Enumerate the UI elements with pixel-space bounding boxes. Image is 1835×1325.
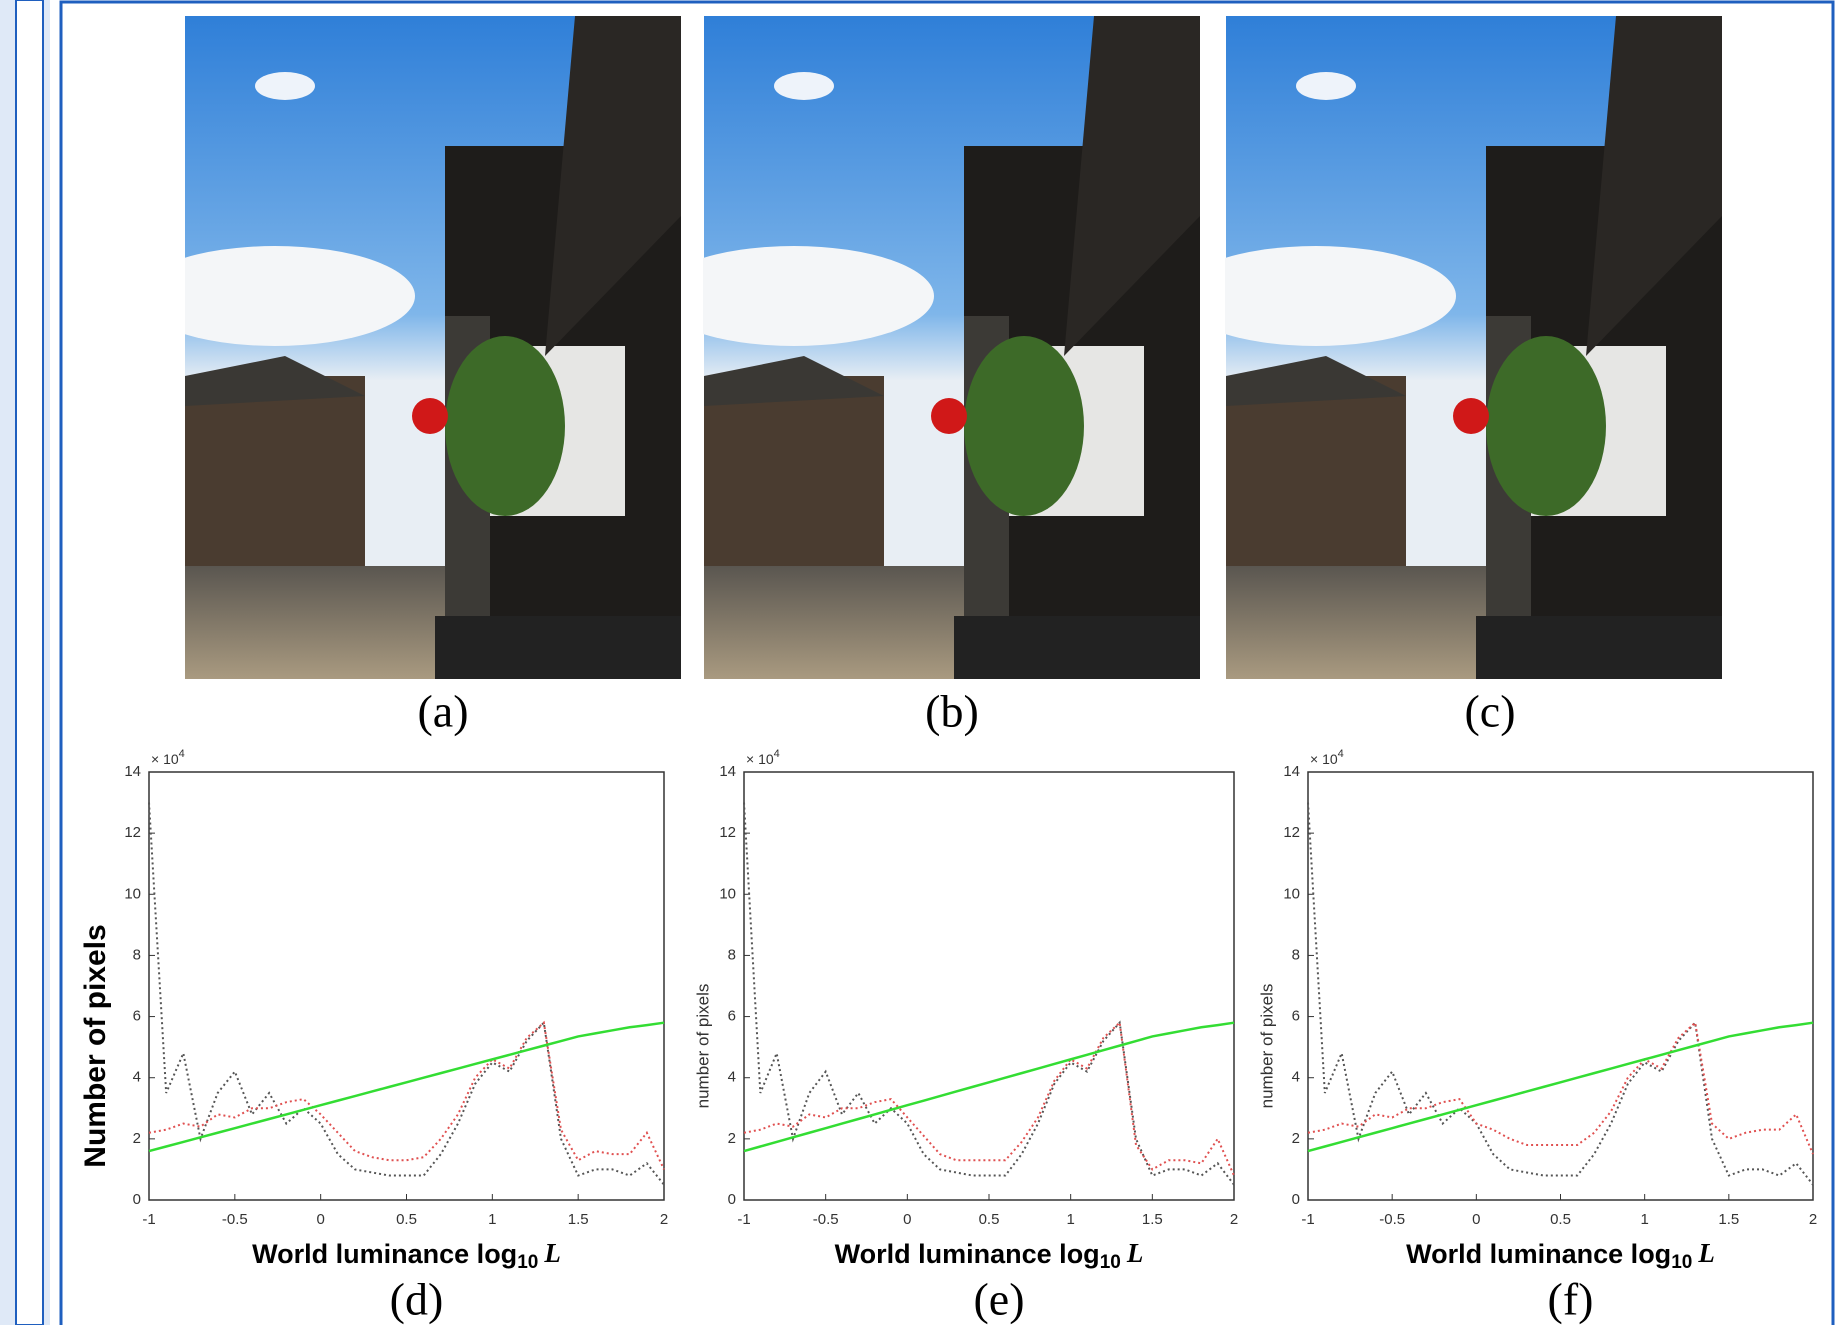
caption: (a) [417, 686, 468, 737]
x-tick-label: -1 [142, 1211, 155, 1228]
y-tick-label: 4 [1292, 1069, 1300, 1086]
x-tick-label: 2 [1809, 1211, 1817, 1228]
multiplier-base: × 10 [151, 751, 179, 767]
x-tick-label: 0.5 [979, 1211, 1000, 1228]
y-tick-label: 6 [728, 1008, 736, 1025]
x-label-text: World luminance log [835, 1239, 1100, 1269]
y-tick-label: 0 [133, 1191, 141, 1208]
y-tick-label: 10 [124, 885, 141, 902]
caption: (c) [1464, 686, 1515, 737]
x-tick-label: 2 [660, 1211, 668, 1228]
y-tick-label: 12 [719, 824, 736, 841]
x-tick-label: -1 [737, 1211, 750, 1228]
x-label-subscript: 10 [517, 1252, 538, 1273]
y-tick-label: 12 [124, 824, 141, 841]
y-tick-label: 14 [124, 763, 141, 780]
photo-c [1176, 16, 1722, 679]
x-tick-label: 1.5 [568, 1211, 589, 1228]
x-label-text: World luminance log [1406, 1239, 1671, 1269]
x-tick-label: 2 [1230, 1211, 1238, 1228]
y-axis-label: Number of pixels [79, 924, 112, 1167]
caption: (e) [973, 1274, 1024, 1325]
x-tick-label: -0.5 [813, 1211, 839, 1228]
y-tick-label: 12 [1283, 824, 1300, 841]
x-tick-label: 0 [903, 1211, 911, 1228]
x-tick-label: 1.5 [1142, 1211, 1163, 1228]
x-label-variable: L [1697, 1238, 1715, 1268]
x-tick-label: 0 [316, 1211, 324, 1228]
y-tick-label: 2 [133, 1130, 141, 1147]
x-tick-label: 1.5 [1718, 1211, 1739, 1228]
y-tick-label: 4 [728, 1069, 736, 1086]
x-tick-label: 1 [1640, 1211, 1648, 1228]
y-tick-label: 6 [1292, 1008, 1300, 1025]
y-tick-label: 8 [1292, 946, 1300, 963]
y-tick-label: 14 [719, 763, 736, 780]
y-axis-label: number of pixels [693, 984, 712, 1109]
y-tick-label: 2 [1292, 1130, 1300, 1147]
x-tick-label: 0 [1472, 1211, 1480, 1228]
y-tick-label: 8 [728, 946, 736, 963]
x-tick-label: 0.5 [1550, 1211, 1571, 1228]
caption: (d) [390, 1274, 444, 1325]
plot-area [744, 772, 1234, 1200]
y-tick-label: 2 [728, 1130, 736, 1147]
x-label-variable: L [543, 1238, 561, 1268]
multiplier-base: × 10 [746, 751, 774, 767]
multiplier-exponent: 4 [774, 748, 780, 760]
multiplier-exponent: 4 [1338, 748, 1344, 760]
y-tick-label: 10 [719, 885, 736, 902]
y-tick-label: 0 [728, 1191, 736, 1208]
y-tick-label: 10 [1283, 885, 1300, 902]
x-label-text: World luminance log [252, 1239, 517, 1269]
y-tick-label: 14 [1283, 763, 1300, 780]
page: {"figure":{"captions":["(a)","(b)","(c)"… [0, 0, 1835, 1325]
plot-area [1308, 772, 1813, 1200]
photo-b [654, 16, 1200, 679]
x-tick-label: -0.5 [1379, 1211, 1405, 1228]
caption: (f) [1548, 1274, 1594, 1325]
multiplier-exponent: 4 [179, 748, 185, 760]
caption: (b) [925, 686, 979, 737]
x-tick-label: 1 [1066, 1211, 1074, 1228]
x-tick-label: -1 [1301, 1211, 1314, 1228]
y-tick-label: 8 [133, 946, 141, 963]
x-tick-label: -0.5 [222, 1211, 248, 1228]
x-label-subscript: 10 [1100, 1252, 1121, 1273]
x-tick-label: 1 [488, 1211, 496, 1228]
x-label-variable: L [1126, 1238, 1144, 1268]
x-tick-label: 0.5 [396, 1211, 417, 1228]
side-strip [16, 0, 43, 1325]
y-tick-label: 0 [1292, 1191, 1300, 1208]
y-tick-label: 4 [133, 1069, 141, 1086]
x-label-subscript: 10 [1671, 1252, 1692, 1273]
figure: (a) (b) (c) -1-0.500.511.5202468101214× … [0, 0, 1835, 1325]
plot-area [149, 772, 664, 1200]
y-tick-label: 6 [133, 1008, 141, 1025]
multiplier-base: × 10 [1310, 751, 1338, 767]
y-axis-label: number of pixels [1257, 984, 1276, 1109]
photo-a [135, 16, 681, 679]
